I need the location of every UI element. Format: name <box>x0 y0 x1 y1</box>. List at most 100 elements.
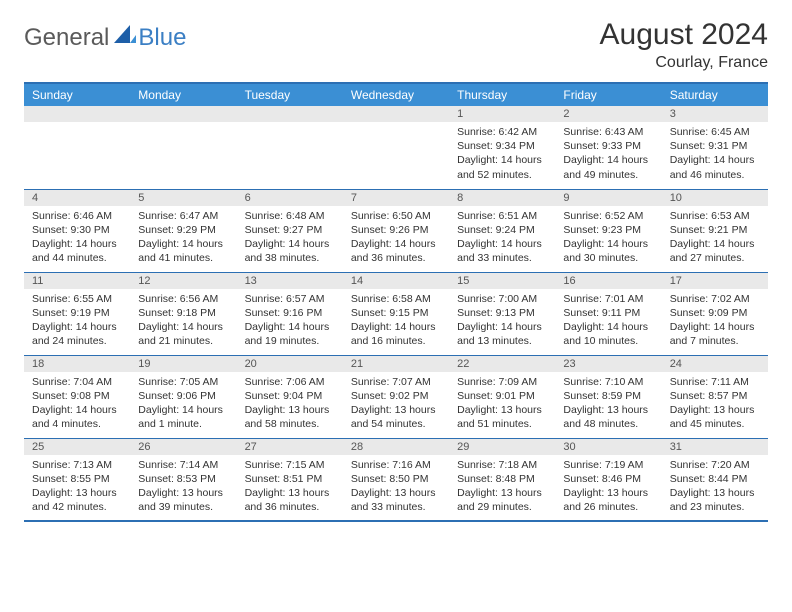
sunrise-text: Sunrise: 6:47 AM <box>138 209 228 223</box>
sunrise-text: Sunrise: 6:58 AM <box>351 292 441 306</box>
daylight-text: Daylight: 13 hours and 54 minutes. <box>351 403 441 431</box>
daylight-text: Daylight: 13 hours and 33 minutes. <box>351 486 441 514</box>
sunset-text: Sunset: 9:31 PM <box>670 139 760 153</box>
calendar-table: Sunday Monday Tuesday Wednesday Thursday… <box>24 82 768 522</box>
sunrise-text: Sunrise: 7:01 AM <box>563 292 653 306</box>
calendar-day-cell: 14Sunrise: 6:58 AMSunset: 9:15 PMDayligh… <box>343 272 449 355</box>
day-number: 17 <box>662 273 768 289</box>
daylight-text: Daylight: 14 hours and 4 minutes. <box>32 403 122 431</box>
daylight-text: Daylight: 13 hours and 39 minutes. <box>138 486 228 514</box>
daylight-text: Daylight: 14 hours and 44 minutes. <box>32 237 122 265</box>
sunrise-text: Sunrise: 7:07 AM <box>351 375 441 389</box>
daylight-text: Daylight: 14 hours and 21 minutes. <box>138 320 228 348</box>
sunrise-text: Sunrise: 6:56 AM <box>138 292 228 306</box>
day-content: Sunrise: 6:50 AMSunset: 9:26 PMDaylight:… <box>343 206 449 270</box>
logo-text-general: General <box>24 24 109 52</box>
day-number: 11 <box>24 273 130 289</box>
day-content: Sunrise: 6:52 AMSunset: 9:23 PMDaylight:… <box>555 206 661 270</box>
logo: General Blue <box>24 24 186 52</box>
day-content: Sunrise: 7:04 AMSunset: 9:08 PMDaylight:… <box>24 372 130 436</box>
calendar-day-cell: 29Sunrise: 7:18 AMSunset: 8:48 PMDayligh… <box>449 438 555 521</box>
calendar-day-cell: 2Sunrise: 6:43 AMSunset: 9:33 PMDaylight… <box>555 106 661 189</box>
calendar-day-cell: 3Sunrise: 6:45 AMSunset: 9:31 PMDaylight… <box>662 106 768 189</box>
day-number: 22 <box>449 356 555 372</box>
day-content: Sunrise: 7:19 AMSunset: 8:46 PMDaylight:… <box>555 455 661 519</box>
day-number: 27 <box>237 439 343 455</box>
day-content: Sunrise: 7:18 AMSunset: 8:48 PMDaylight:… <box>449 455 555 519</box>
daylight-text: Daylight: 14 hours and 16 minutes. <box>351 320 441 348</box>
daylight-text: Daylight: 14 hours and 46 minutes. <box>670 153 760 181</box>
sunrise-text: Sunrise: 6:43 AM <box>563 125 653 139</box>
day-number: 13 <box>237 273 343 289</box>
day-number: 23 <box>555 356 661 372</box>
weekday-header: Monday <box>130 83 236 106</box>
daylight-text: Daylight: 14 hours and 41 minutes. <box>138 237 228 265</box>
weekday-header: Saturday <box>662 83 768 106</box>
sunset-text: Sunset: 9:34 PM <box>457 139 547 153</box>
daylight-text: Daylight: 13 hours and 58 minutes. <box>245 403 335 431</box>
sunrise-text: Sunrise: 6:55 AM <box>32 292 122 306</box>
day-content: Sunrise: 6:45 AMSunset: 9:31 PMDaylight:… <box>662 122 768 186</box>
calendar-day-cell <box>343 106 449 189</box>
day-content: Sunrise: 7:05 AMSunset: 9:06 PMDaylight:… <box>130 372 236 436</box>
sunrise-text: Sunrise: 6:53 AM <box>670 209 760 223</box>
sunrise-text: Sunrise: 7:18 AM <box>457 458 547 472</box>
calendar-day-cell: 28Sunrise: 7:16 AMSunset: 8:50 PMDayligh… <box>343 438 449 521</box>
sunset-text: Sunset: 9:13 PM <box>457 306 547 320</box>
logo-sail-icon <box>114 25 136 50</box>
daylight-text: Daylight: 13 hours and 48 minutes. <box>563 403 653 431</box>
daylight-text: Daylight: 14 hours and 13 minutes. <box>457 320 547 348</box>
day-content: Sunrise: 7:15 AMSunset: 8:51 PMDaylight:… <box>237 455 343 519</box>
calendar-day-cell: 20Sunrise: 7:06 AMSunset: 9:04 PMDayligh… <box>237 355 343 438</box>
sunset-text: Sunset: 9:11 PM <box>563 306 653 320</box>
calendar-day-cell: 15Sunrise: 7:00 AMSunset: 9:13 PMDayligh… <box>449 272 555 355</box>
sunrise-text: Sunrise: 6:52 AM <box>563 209 653 223</box>
calendar-day-cell: 30Sunrise: 7:19 AMSunset: 8:46 PMDayligh… <box>555 438 661 521</box>
calendar-day-cell: 24Sunrise: 7:11 AMSunset: 8:57 PMDayligh… <box>662 355 768 438</box>
day-number: 4 <box>24 190 130 206</box>
calendar-day-cell: 26Sunrise: 7:14 AMSunset: 8:53 PMDayligh… <box>130 438 236 521</box>
day-content: Sunrise: 6:53 AMSunset: 9:21 PMDaylight:… <box>662 206 768 270</box>
weekday-header: Friday <box>555 83 661 106</box>
weekday-header: Tuesday <box>237 83 343 106</box>
sunset-text: Sunset: 9:04 PM <box>245 389 335 403</box>
day-content: Sunrise: 6:48 AMSunset: 9:27 PMDaylight:… <box>237 206 343 270</box>
sunset-text: Sunset: 9:02 PM <box>351 389 441 403</box>
day-number: 28 <box>343 439 449 455</box>
day-content: Sunrise: 6:51 AMSunset: 9:24 PMDaylight:… <box>449 206 555 270</box>
daylight-text: Daylight: 14 hours and 30 minutes. <box>563 237 653 265</box>
day-number: 1 <box>449 106 555 122</box>
calendar-day-cell <box>24 106 130 189</box>
calendar-day-cell: 11Sunrise: 6:55 AMSunset: 9:19 PMDayligh… <box>24 272 130 355</box>
day-content: Sunrise: 6:43 AMSunset: 9:33 PMDaylight:… <box>555 122 661 186</box>
calendar-day-cell: 12Sunrise: 6:56 AMSunset: 9:18 PMDayligh… <box>130 272 236 355</box>
day-number: 31 <box>662 439 768 455</box>
sunrise-text: Sunrise: 7:00 AM <box>457 292 547 306</box>
sunrise-text: Sunrise: 7:06 AM <box>245 375 335 389</box>
calendar-week-row: 18Sunrise: 7:04 AMSunset: 9:08 PMDayligh… <box>24 355 768 438</box>
sunrise-text: Sunrise: 7:05 AM <box>138 375 228 389</box>
weekday-header-row: Sunday Monday Tuesday Wednesday Thursday… <box>24 83 768 106</box>
sunrise-text: Sunrise: 7:14 AM <box>138 458 228 472</box>
sunset-text: Sunset: 9:33 PM <box>563 139 653 153</box>
sunrise-text: Sunrise: 6:50 AM <box>351 209 441 223</box>
daylight-text: Daylight: 13 hours and 23 minutes. <box>670 486 760 514</box>
calendar-day-cell: 22Sunrise: 7:09 AMSunset: 9:01 PMDayligh… <box>449 355 555 438</box>
day-content: Sunrise: 6:57 AMSunset: 9:16 PMDaylight:… <box>237 289 343 353</box>
day-number: 19 <box>130 356 236 372</box>
calendar-day-cell: 19Sunrise: 7:05 AMSunset: 9:06 PMDayligh… <box>130 355 236 438</box>
sunset-text: Sunset: 9:30 PM <box>32 223 122 237</box>
daylight-text: Daylight: 14 hours and 49 minutes. <box>563 153 653 181</box>
daylight-text: Daylight: 14 hours and 33 minutes. <box>457 237 547 265</box>
day-number: 25 <box>24 439 130 455</box>
day-content: Sunrise: 7:11 AMSunset: 8:57 PMDaylight:… <box>662 372 768 436</box>
calendar-week-row: 1Sunrise: 6:42 AMSunset: 9:34 PMDaylight… <box>24 106 768 189</box>
sunset-text: Sunset: 9:08 PM <box>32 389 122 403</box>
calendar-week-row: 11Sunrise: 6:55 AMSunset: 9:19 PMDayligh… <box>24 272 768 355</box>
daylight-text: Daylight: 13 hours and 51 minutes. <box>457 403 547 431</box>
sunset-text: Sunset: 8:50 PM <box>351 472 441 486</box>
day-number: 3 <box>662 106 768 122</box>
day-number: 5 <box>130 190 236 206</box>
sunrise-text: Sunrise: 7:19 AM <box>563 458 653 472</box>
day-content: Sunrise: 6:46 AMSunset: 9:30 PMDaylight:… <box>24 206 130 270</box>
